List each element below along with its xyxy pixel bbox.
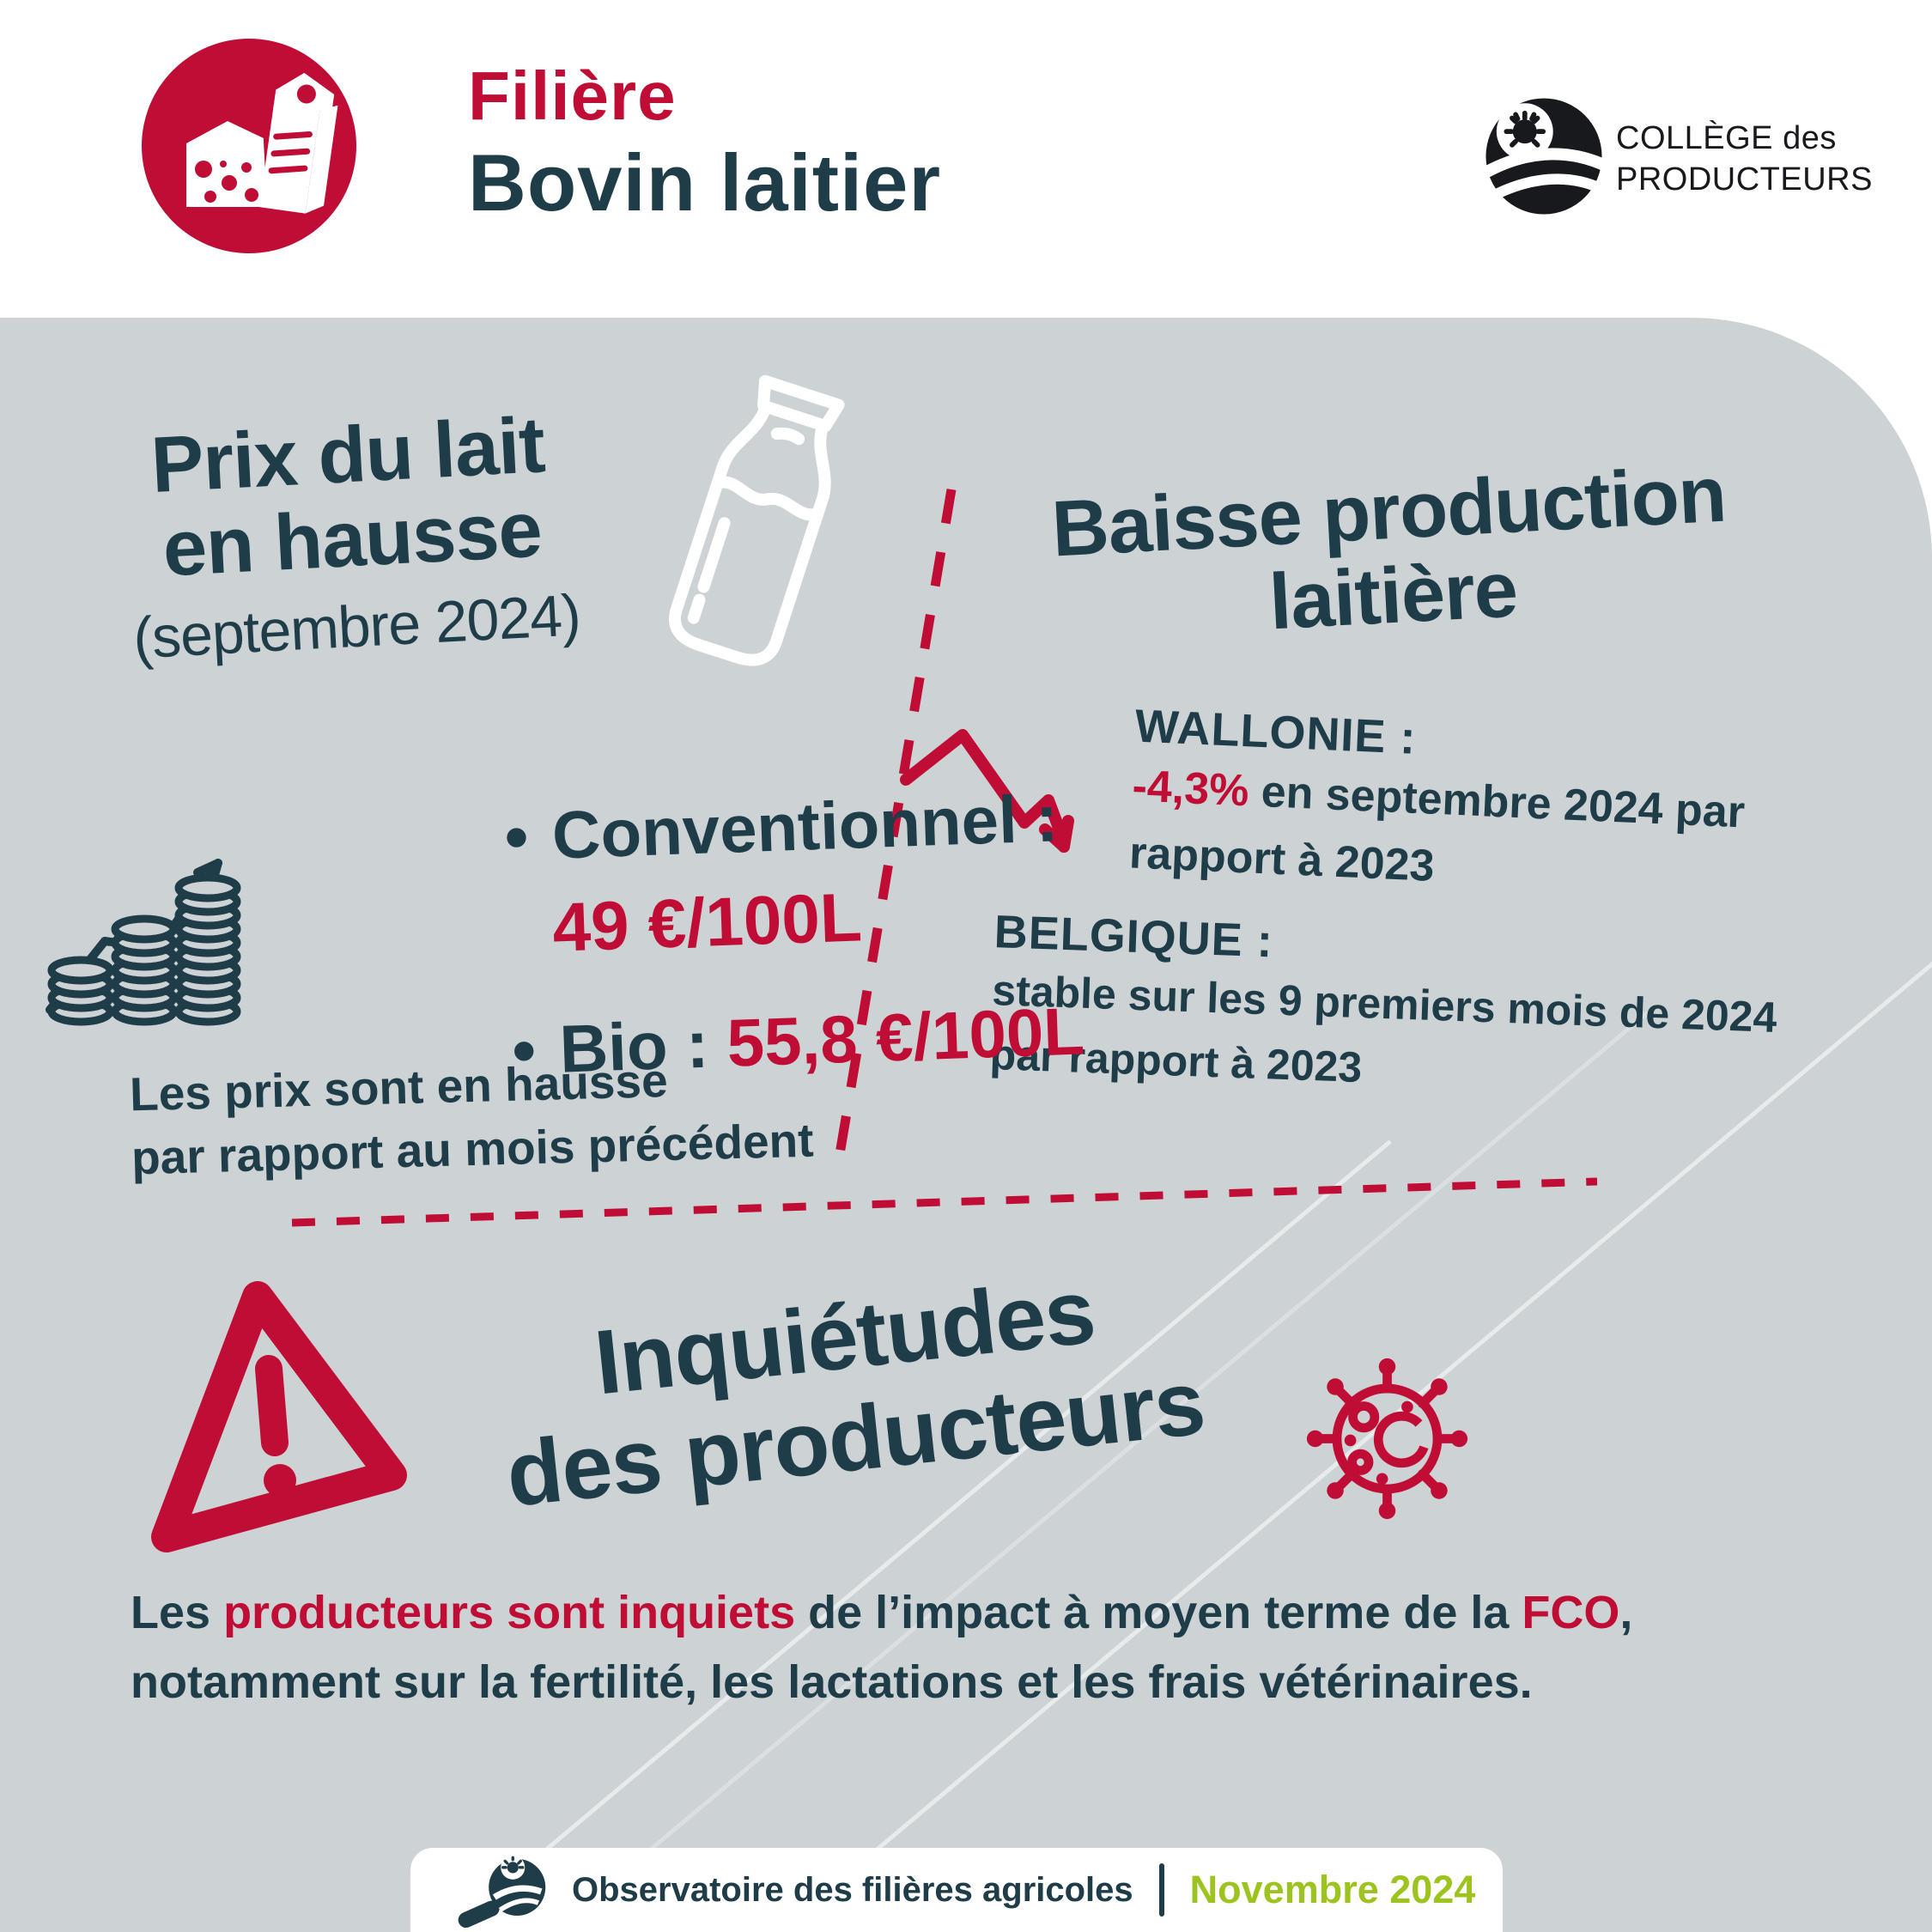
wallonia-block: WALLONIE : -4,3% en septembre 2024 par r… (1128, 700, 1749, 914)
text-segment: , (1619, 1587, 1633, 1638)
horizontal-dashed-divider (273, 1170, 1613, 1238)
content-area: Prix du lait en hausse (septembre 2024) (0, 318, 1932, 1932)
text-segment-red: producteurs sont inquiets (223, 1587, 796, 1638)
bullet-dot: • (503, 798, 530, 875)
price-period: (septembre 2024) (131, 582, 582, 671)
wallonia-value: -4,3% (1131, 761, 1250, 817)
concerns-paragraph-line1: Les producteurs sont inquiets de l’impac… (131, 1578, 1632, 1648)
coins-growth-icon (41, 797, 247, 1029)
production-section-title: Baisse production laitière (954, 448, 1829, 661)
magnifier-observatory-icon (455, 1850, 556, 1929)
cheese-milk-icon (142, 39, 356, 253)
text-segment: Les (131, 1587, 224, 1638)
footer-separator (1158, 1863, 1164, 1917)
concerns-section-title: Inquiétudes des producteurs (353, 1236, 1348, 1540)
warning-triangle-icon (127, 1264, 436, 1595)
footer-bar: Observatoire des filières agricoles Nove… (410, 1848, 1503, 1932)
text-segment-red: FCO (1522, 1587, 1620, 1638)
org-name-line2: PRODUCTEURS (1616, 161, 1873, 197)
price-section-title: Prix du lait en hausse (septembre 2024) (63, 399, 641, 675)
college-producteurs-logo-icon (1474, 96, 1611, 216)
footer-source: Observatoire des filières agricoles (572, 1870, 1133, 1909)
milk-bottle-icon (637, 354, 873, 740)
conventional-label: Conventionnel : (550, 780, 1060, 873)
org-name: COLLÈGE des PRODUCTEURS (1616, 118, 1873, 200)
virus-icon (1303, 1355, 1471, 1522)
org-name-line1: COLLÈGE des (1616, 120, 1837, 156)
price-bullets: • Conventionnel : 49 €/100L • Bio : 55,8 €… (503, 778, 1085, 1090)
conventional-line: • Conventionnel : (503, 778, 1078, 876)
footer-date: Novembre 2024 (1189, 1868, 1476, 1911)
conventional-value: 49 €/100L (551, 878, 864, 966)
page-title: Bovin laitier (468, 137, 942, 228)
sector-label: Filière (468, 58, 677, 134)
concerns-paragraph: Les producteurs sont inquiets de l’impac… (131, 1578, 1632, 1717)
header-titles: Filière Bovin laitier (468, 62, 941, 223)
vertical-dashed-divider (799, 483, 979, 1170)
belgium-block: BELGIQUE : stable sur les 9 premiers moi… (989, 905, 1780, 1115)
price-note: Les prix sont en hausse par rapport au m… (129, 1046, 814, 1190)
wallonia-text1: en septembre 2024 par (1248, 766, 1747, 838)
header: Filière Bovin laitier (0, 0, 1932, 318)
downward-trend-arrow-icon (897, 720, 1112, 878)
concerns-paragraph-line2: notamment sur la fertilité, les lactatio… (131, 1656, 1533, 1708)
text-segment: de l’impact à moyen terme de la (795, 1587, 1522, 1638)
